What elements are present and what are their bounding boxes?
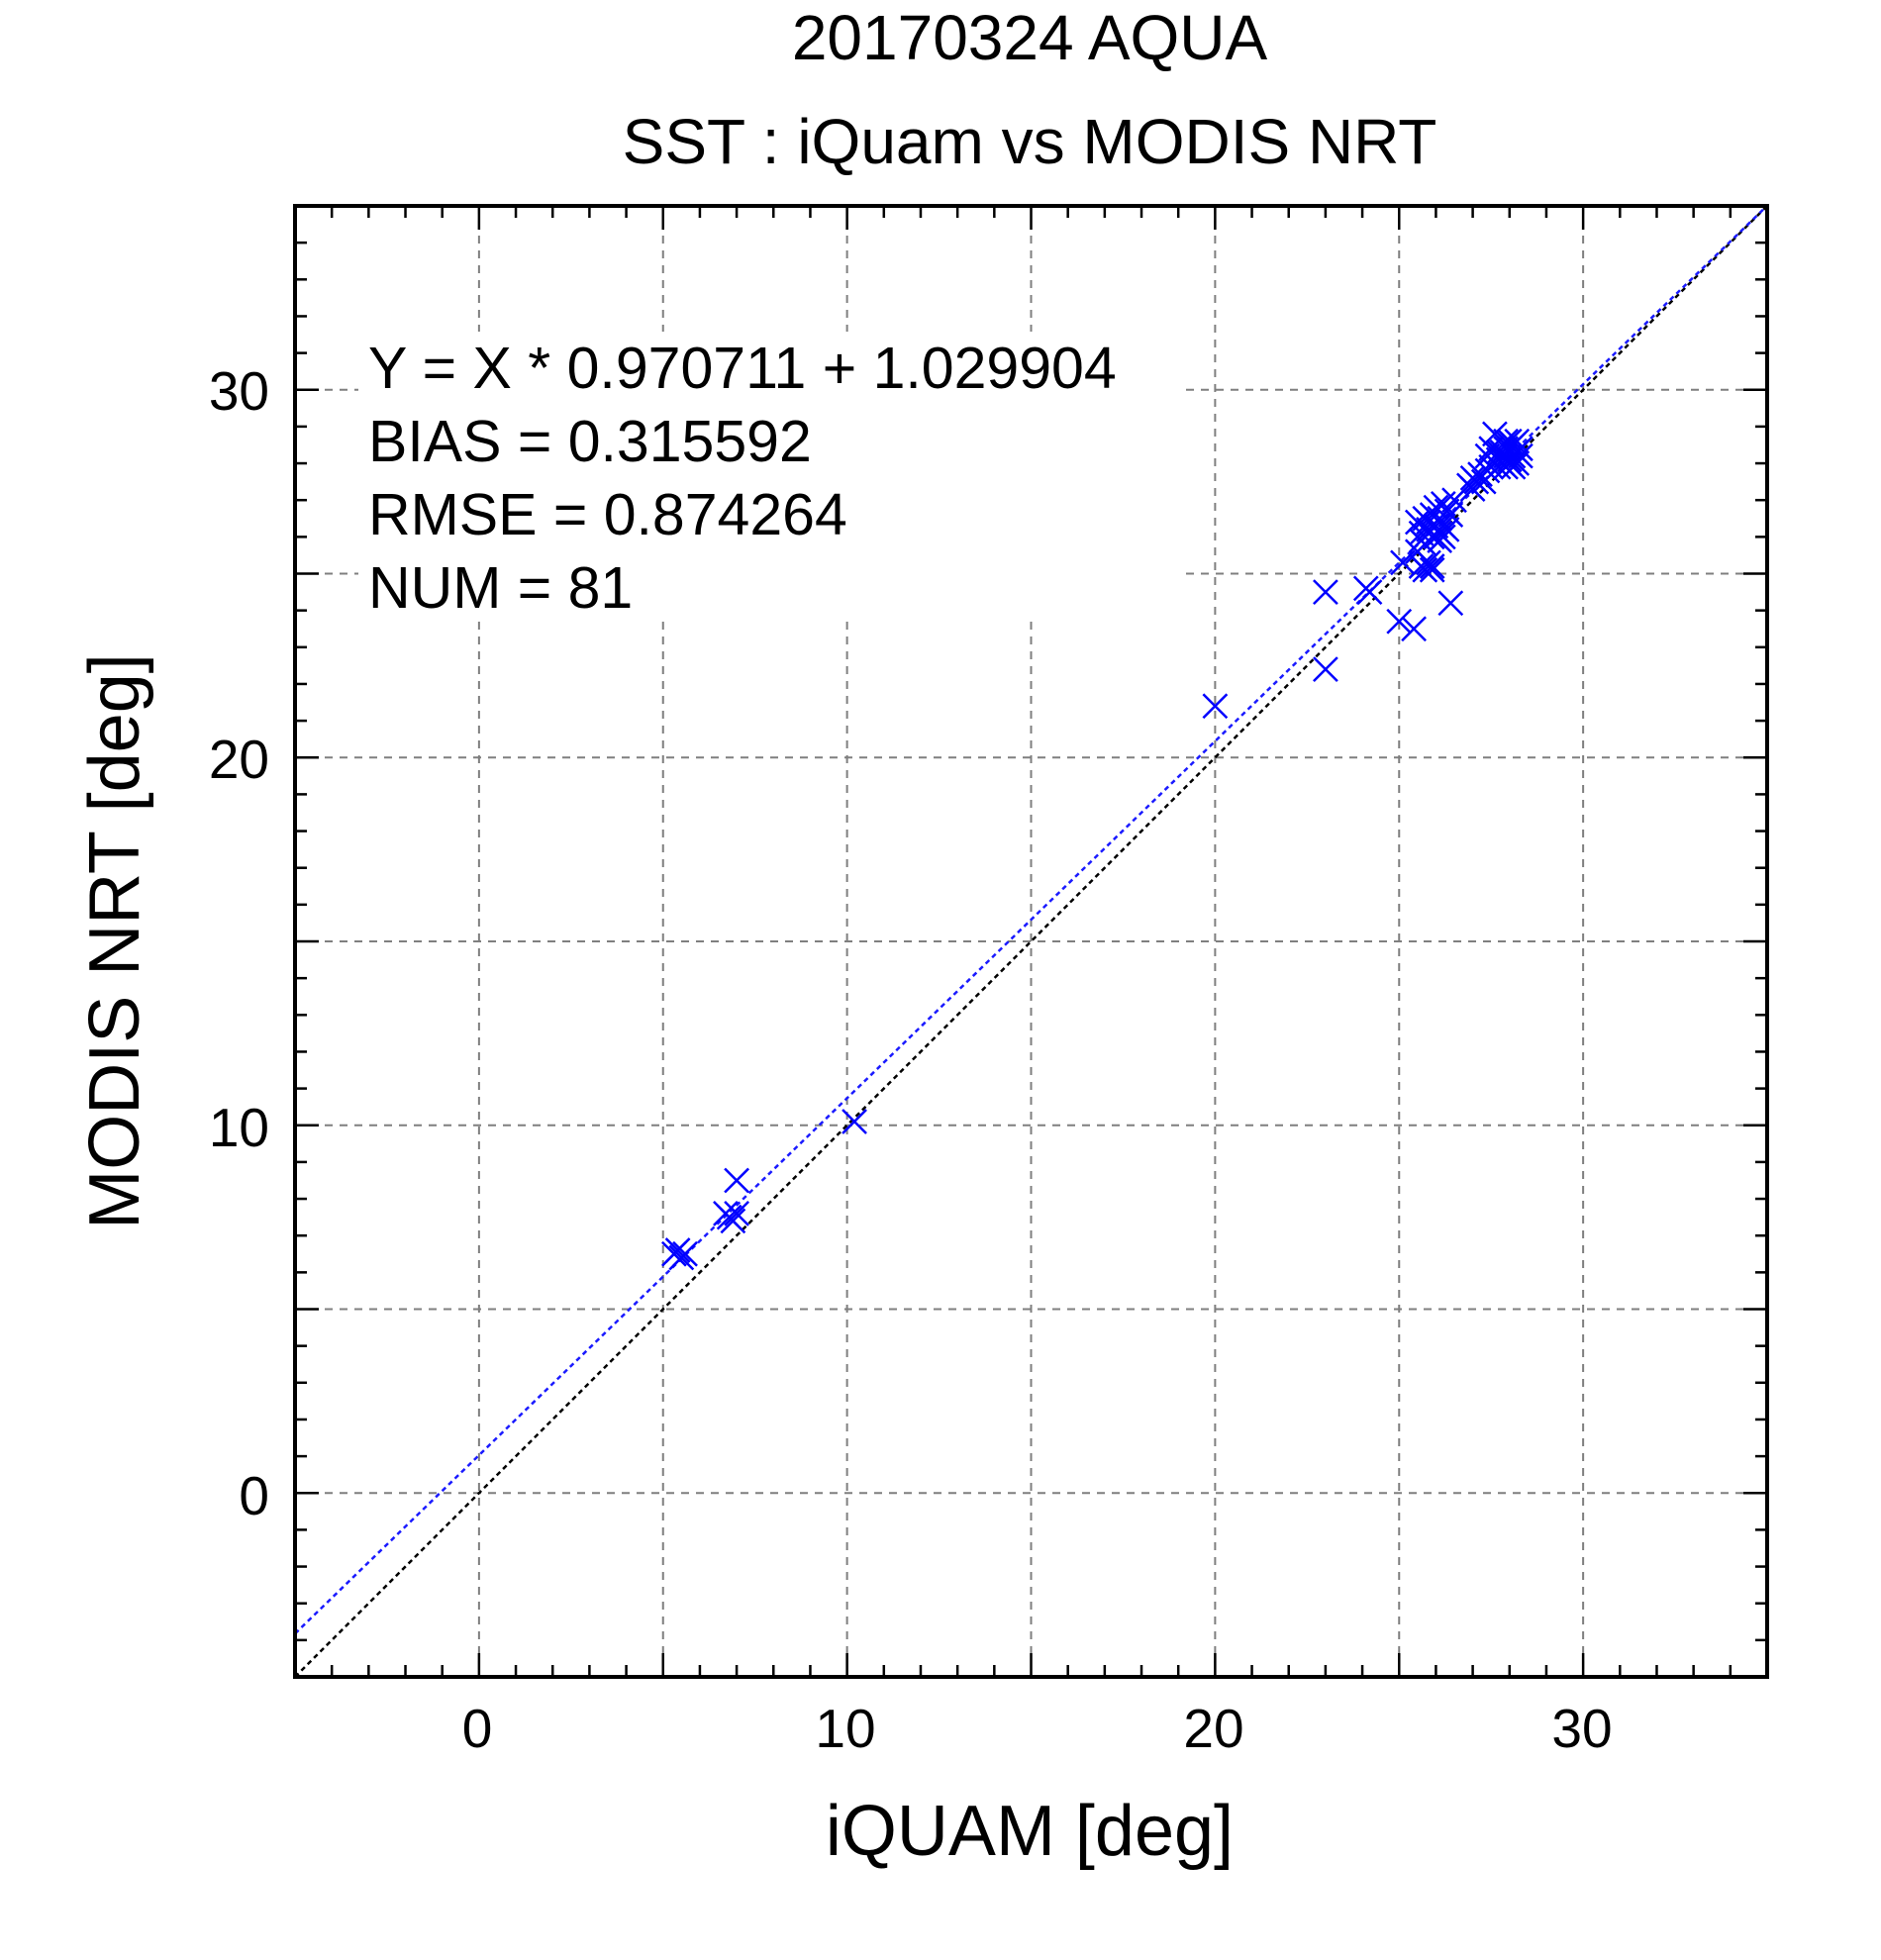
data-point	[1434, 498, 1460, 525]
plot-frame	[293, 204, 1769, 1679]
data-point	[1313, 579, 1338, 605]
y-tick-label: 30	[209, 360, 269, 422]
major-ticks	[295, 206, 1767, 1677]
data-point	[1386, 608, 1413, 635]
data-point	[720, 1208, 746, 1234]
y-tick-label: 20	[209, 729, 269, 790]
data-point	[1437, 590, 1464, 617]
y-tick-label: 10	[209, 1097, 269, 1158]
sample-count: NUM = 81	[368, 555, 633, 621]
chart-title: 20170324 AQUA	[792, 2, 1268, 73]
chart-subtitle: SST : iQuam vs MODIS NRT	[623, 106, 1437, 177]
data-point	[1419, 553, 1445, 579]
data-point	[724, 1201, 749, 1226]
data-point	[1313, 656, 1338, 682]
data-point	[1474, 442, 1501, 469]
y-tick-labels: 0 10 20 30	[209, 360, 269, 1526]
x-tick-label: 10	[815, 1698, 875, 1759]
rmse-value: RMSE = 0.874264	[368, 482, 847, 547]
regression-fit-line	[294, 205, 1768, 1635]
data-point	[1508, 442, 1534, 469]
data-point	[1493, 436, 1519, 462]
fit-equation: Y = X * 0.970711 + 1.029904	[368, 336, 1117, 401]
data-point	[1459, 476, 1486, 502]
statistics-background	[358, 332, 1180, 619]
y-axis-label: MODIS NRT [deg]	[75, 653, 154, 1229]
data-point	[1202, 693, 1229, 720]
data-point	[1412, 556, 1438, 583]
x-tick-label: 30	[1551, 1698, 1612, 1759]
data-point	[1434, 517, 1460, 542]
data-point	[724, 1167, 749, 1194]
data-point	[1356, 579, 1383, 605]
data-points	[661, 421, 1534, 1271]
y-tick-label: 0	[239, 1465, 269, 1526]
x-axis-label: iQUAM [deg]	[826, 1792, 1234, 1871]
x-tick-labels: 0 10 20 30	[462, 1698, 1613, 1759]
bias-value: BIAS = 0.315592	[368, 409, 812, 474]
x-tick-label: 0	[462, 1698, 493, 1759]
data-point	[1496, 428, 1523, 454]
data-point	[1430, 524, 1456, 550]
data-point	[1423, 524, 1449, 550]
data-point	[1419, 556, 1445, 583]
data-point	[1504, 450, 1531, 476]
data-point	[664, 1237, 691, 1263]
x-tick-label: 20	[1183, 1698, 1243, 1759]
data-point	[1408, 528, 1435, 553]
data-point	[672, 1240, 698, 1267]
data-point	[1467, 461, 1493, 488]
data-point	[1401, 616, 1428, 642]
statistics-annotation: Y = X * 0.970711 + 1.029904 BIAS = 0.315…	[358, 332, 1180, 621]
data-point	[842, 1109, 867, 1134]
